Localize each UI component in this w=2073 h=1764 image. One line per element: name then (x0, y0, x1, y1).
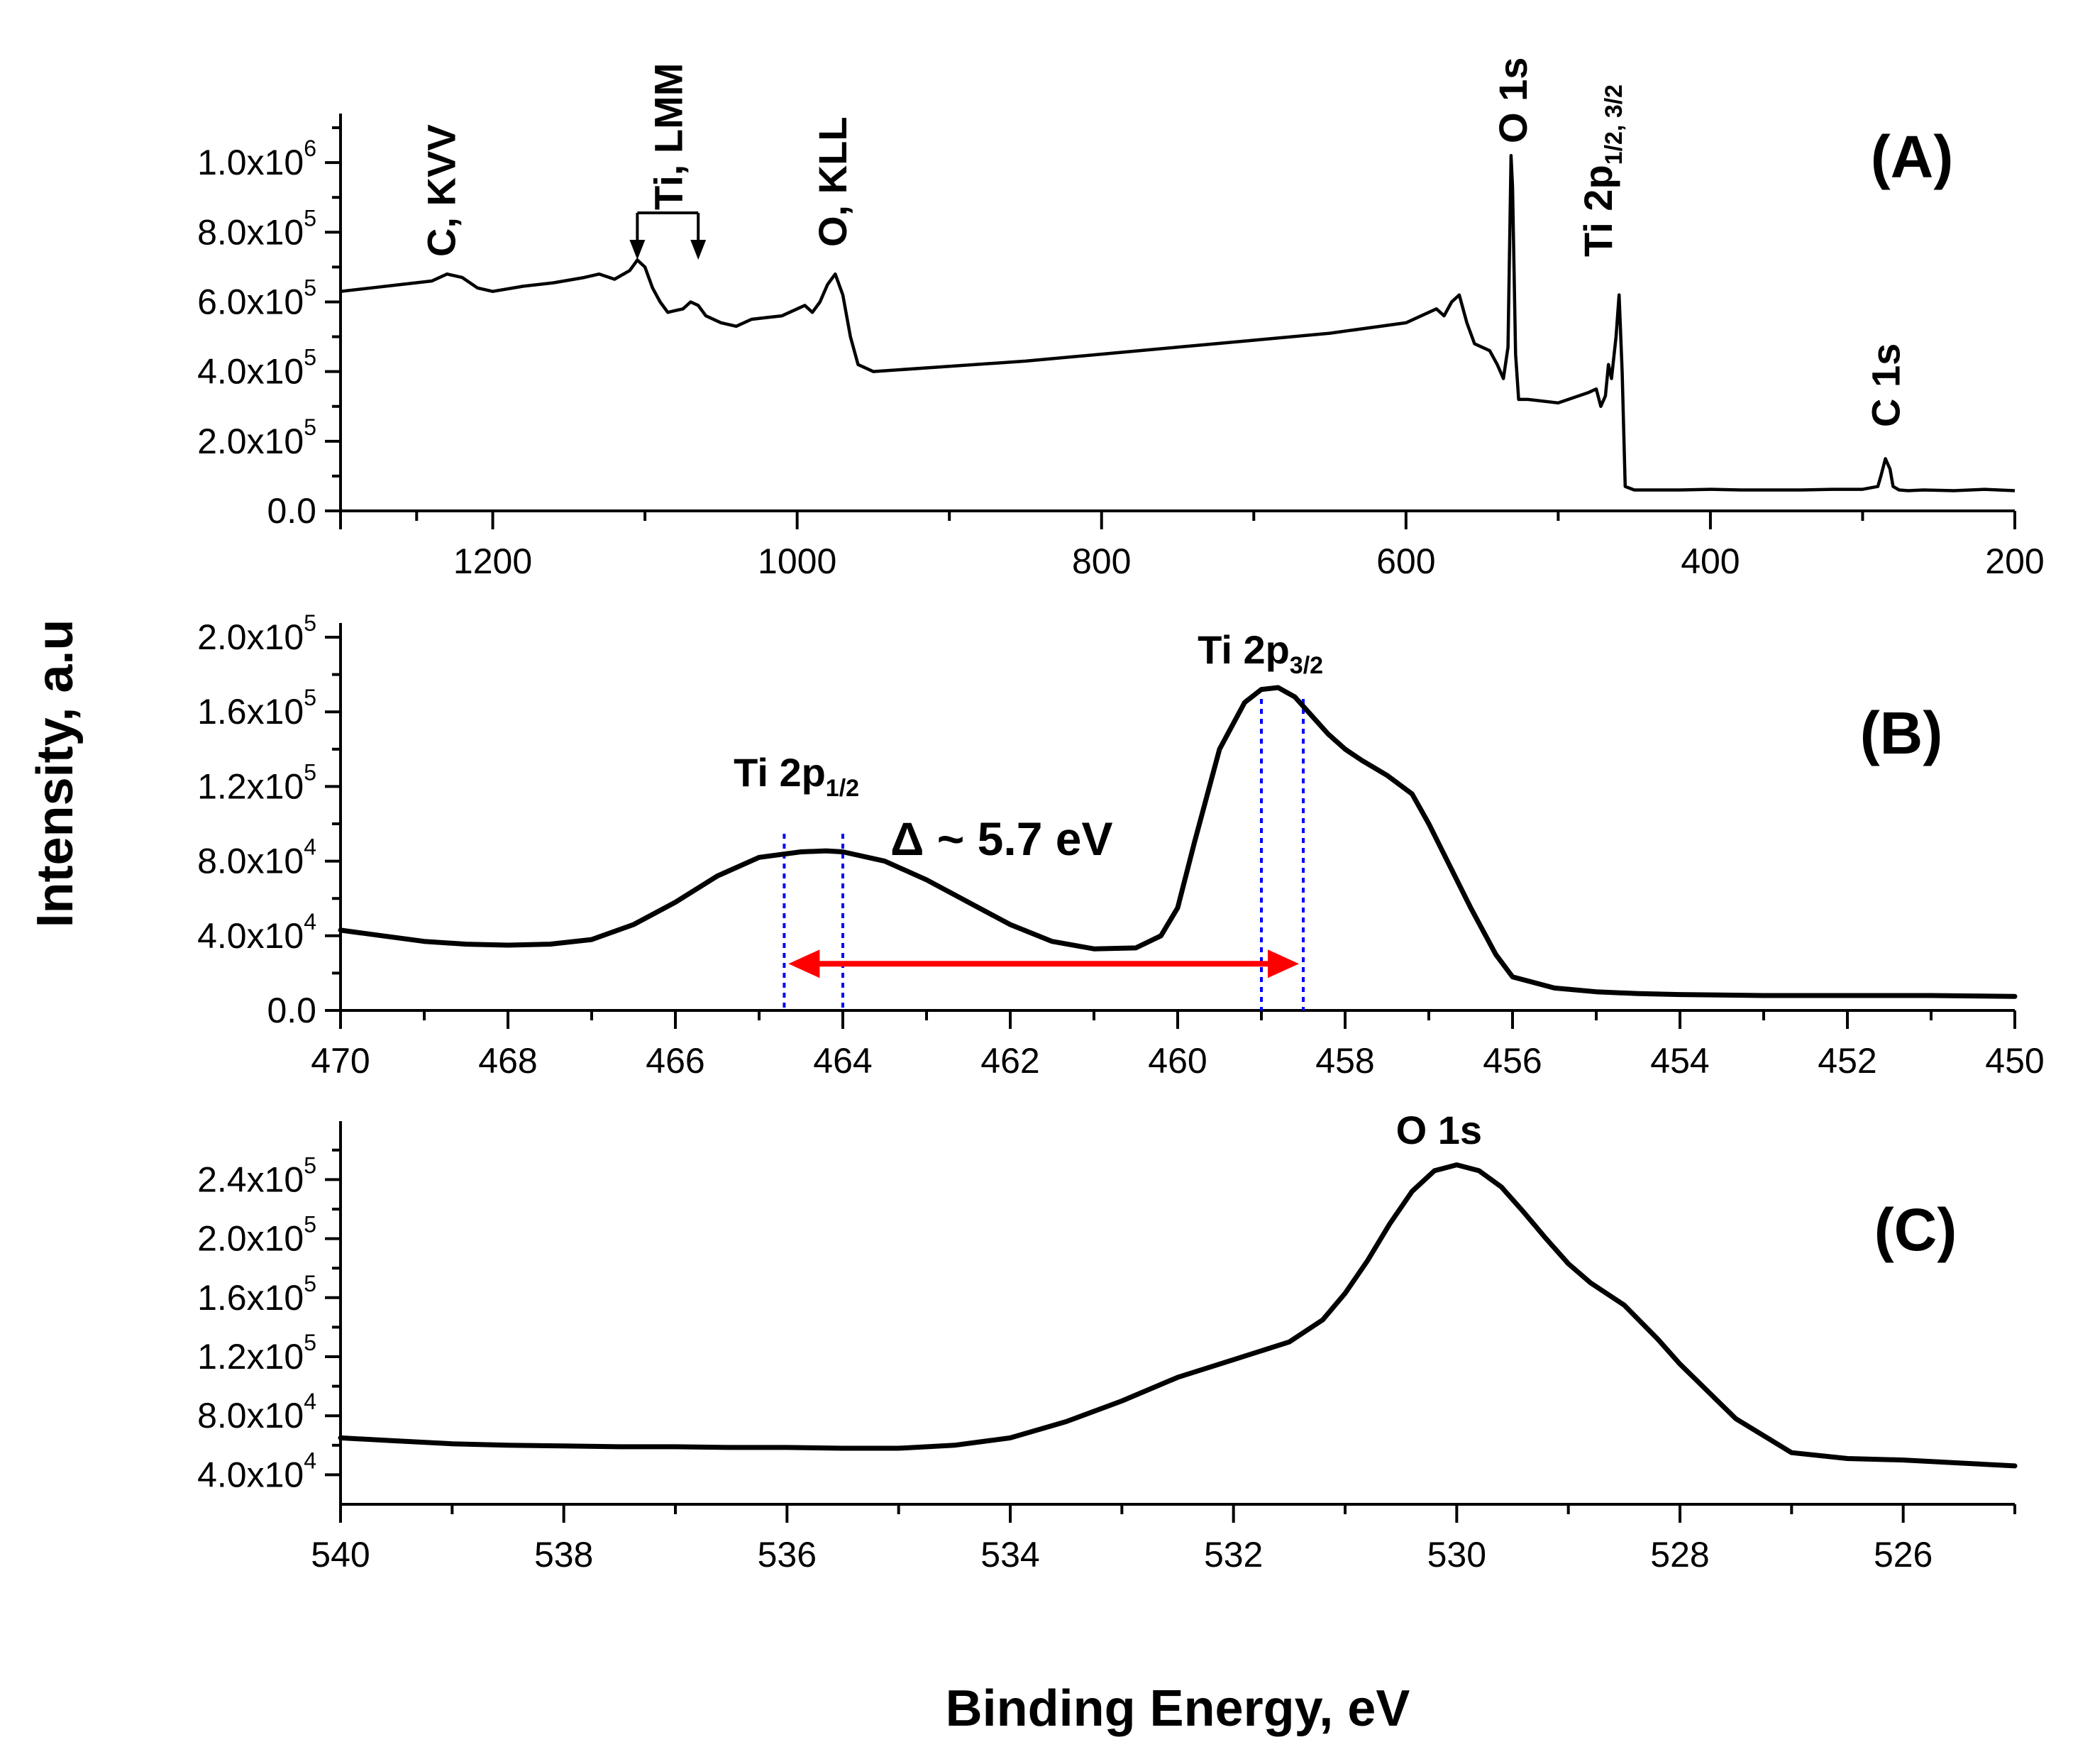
annotation-o1s: O 1s (1491, 57, 1535, 143)
y-tick-label: 1.2x105 (197, 759, 316, 806)
x-tick-label: 468 (478, 1041, 537, 1081)
x-tick-label: 1000 (758, 541, 836, 581)
x-tick-label: 458 (1315, 1041, 1374, 1081)
y-tick-label: 8.0x104 (197, 1389, 316, 1435)
x-tick-label: 462 (980, 1041, 1039, 1081)
x-axis-title: Binding Energy, eV (946, 1680, 1410, 1737)
annotation-ti-2p: Ti 2p1/2, 3/2 (1576, 84, 1627, 257)
x-tick-label: 538 (534, 1535, 593, 1575)
x-tick-label: 540 (311, 1535, 370, 1575)
annotation-ti-lmm: Ti, LMM (646, 63, 690, 210)
x-tick-label: 456 (1483, 1041, 1542, 1081)
x-tick-label: 460 (1148, 1041, 1207, 1081)
series-line-ti-2p (338, 685, 2018, 999)
ti-lmm-bracket (636, 211, 700, 248)
y-tick-label: 1.0x106 (197, 136, 316, 182)
y-tick-label: 2.0x105 (197, 610, 316, 657)
y-tick-label: 0.0 (267, 491, 316, 531)
y-tick-label: 8.0x104 (197, 834, 316, 881)
x-tick-label: 466 (646, 1041, 704, 1081)
y-tick-label: 4.0x104 (197, 909, 316, 956)
ti-lmm-arrowheads (629, 240, 707, 260)
panel-c-o1s-spectrum: 540 538 536 534 532 530 528 526 4.0x104 8.0x104 1.… (197, 1108, 2018, 1575)
x-tick-label: 536 (758, 1535, 817, 1575)
y-axis-title: Intensity, a.u (27, 619, 84, 928)
y-tick-label: 8.0x105 (197, 205, 316, 252)
x-tick-label: 400 (1681, 541, 1740, 581)
annotation-o1s-c: O 1s (1396, 1108, 1482, 1152)
x-tick-label: 464 (813, 1041, 872, 1081)
y-tick-label: 1.6x105 (197, 1271, 316, 1318)
y-tick-label: 2.4x105 (197, 1152, 316, 1199)
panel-label: (C) (1874, 1196, 1957, 1263)
annotation-o-kll: O, KLL (810, 116, 855, 247)
y-tick-label: 0.0 (267, 991, 316, 1030)
y-tick-label: 2.0x105 (197, 414, 316, 461)
x-tick-label: 800 (1072, 541, 1131, 581)
y-tick-label: 2.0x105 (197, 1212, 316, 1259)
annotation-c1s: C 1s (1864, 343, 1908, 427)
panel-label: (A) (1871, 123, 1954, 190)
annotation-ti-2p1-2: Ti 2p1/2 (734, 750, 859, 802)
series-line-survey (340, 154, 2016, 492)
x-tick-label: 534 (980, 1535, 1039, 1575)
series-line-o-1s (338, 1162, 2018, 1469)
x-tick-label: 600 (1376, 541, 1435, 581)
x-tick-label: 454 (1650, 1041, 1709, 1081)
x-tick-label: 528 (1650, 1535, 1709, 1575)
y-tick-label: 4.0x105 (197, 345, 316, 392)
panel-label: (B) (1860, 700, 1943, 766)
x-tick-label: 1200 (453, 541, 532, 581)
x-tick-label: 452 (1818, 1041, 1876, 1081)
annotation-ti-2p3-2: Ti 2p3/2 (1198, 627, 1323, 679)
panel-b-ti2p-spectrum: 470 468 466 464 462 460 458 456 454 452 450 0.0 4.0x… (197, 610, 2045, 1081)
x-tick-label: 532 (1204, 1535, 1263, 1575)
y-tick-label: 4.0x104 (197, 1448, 316, 1494)
x-tick-label: 526 (1874, 1535, 1933, 1575)
panel-a-survey-spectrum: 1200 1000 800 600 400 200 0.0 2.0x105 4.0x105 6.0… (197, 57, 2045, 581)
y-tick-label: 1.2x105 (197, 1330, 316, 1377)
x-tick-label: 450 (1985, 1041, 2044, 1081)
x-tick-label: 470 (311, 1041, 370, 1081)
x-tick-label: 200 (1985, 541, 2044, 581)
x-tick-label: 530 (1427, 1535, 1486, 1575)
y-tick-label: 6.0x105 (197, 275, 316, 321)
annotation-c-kvv: C, KVV (419, 124, 463, 257)
annotation-splitting: Δ ~ 5.7 eV (890, 812, 1112, 865)
y-tick-label: 1.6x105 (197, 685, 316, 732)
